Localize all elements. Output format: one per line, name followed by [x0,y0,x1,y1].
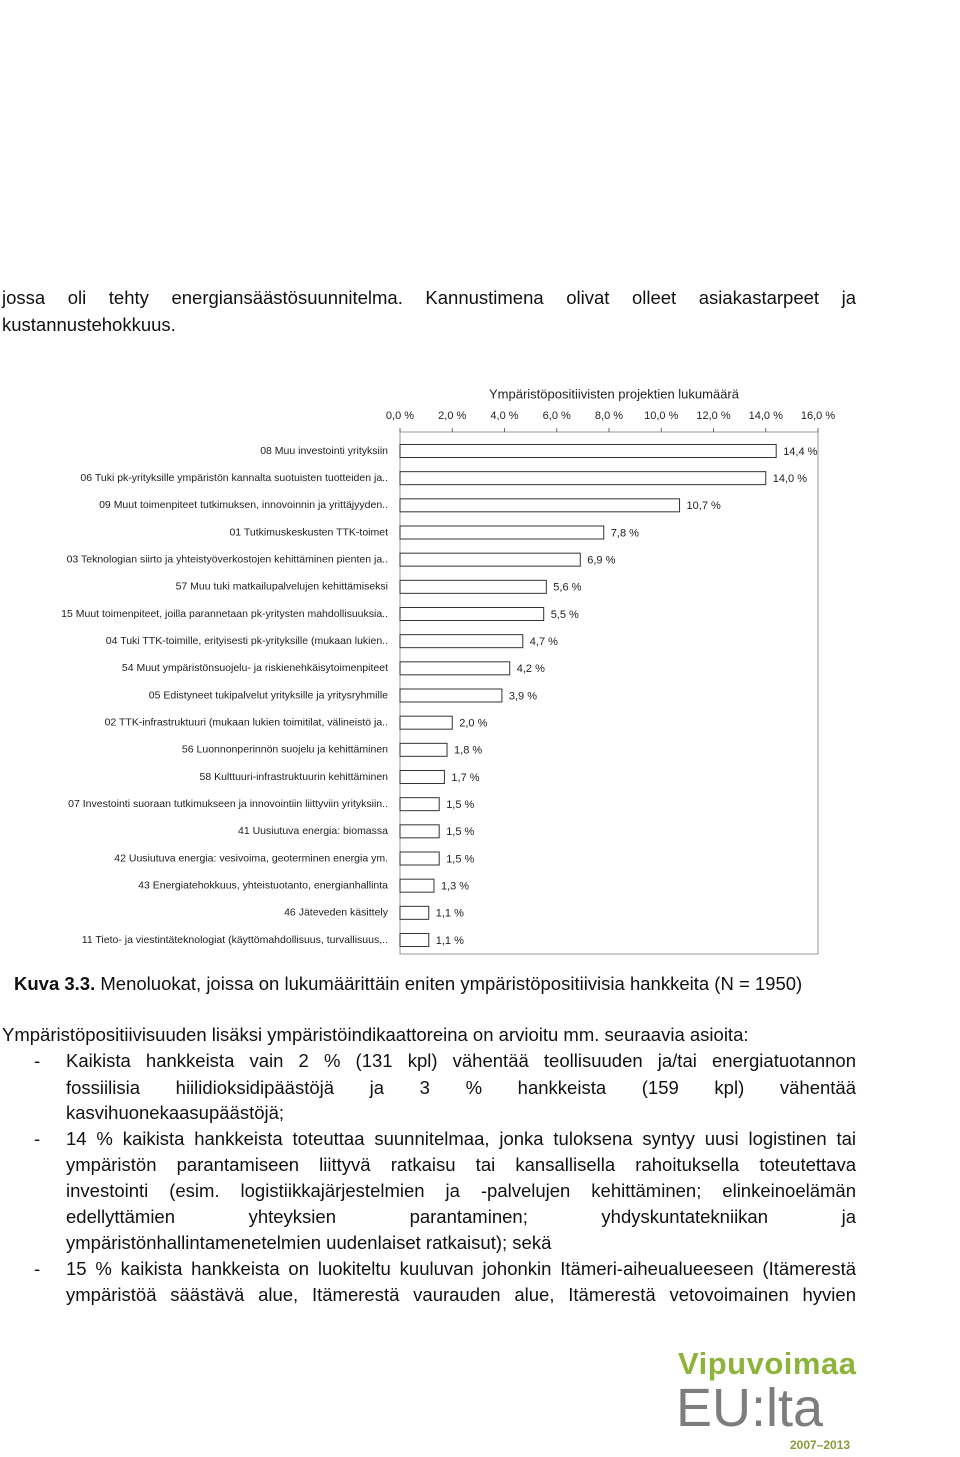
category-label: 41 Uusiutuva energia: biomassa [238,825,388,837]
value-label: 1,5 % [446,826,474,838]
category-label: 42 Uusiutuva energia: vesivoima, geoterm… [114,852,388,864]
bullet-marker: - [34,1050,41,1071]
value-label: 14,0 % [773,473,807,485]
value-label: 1,1 % [436,908,464,920]
bar [399,661,511,676]
x-tick-label: 6,0 % [543,410,571,422]
category-label: 08 Muu investointi yrityksiin [260,445,388,457]
intro-line: jossa oli tehty energiansäästösuunnitelm… [2,287,856,308]
category-label: 56 Luonnonperinnön suojelu ja kehittämin… [182,744,388,756]
bar [399,824,440,839]
category-label: 03 Teknologian siirto ja yhteistyöverkos… [67,553,388,565]
category-label: 07 Investointi suoraan tutkimukseen ja i… [68,798,388,810]
value-label: 5,5 % [551,609,579,621]
bar [399,688,503,703]
category-label: 58 Kulttuuri-infrastruktuurin kehittämin… [199,771,388,783]
bar [399,851,440,866]
paragraph: Ympäristöpositiivisuuden lisäksi ympäris… [2,1024,749,1045]
x-tick-label: 2,0 % [438,410,466,422]
bullet-line: ympäristöä säästävä alue, Itämerestä vau… [66,1284,856,1305]
category-label: 09 Muut toimenpiteet tutkimuksen, innovo… [99,499,388,511]
bar [399,770,445,784]
logo-years: 2007–2013 [790,1438,851,1452]
category-label: 15 Muut toimenpiteet, joilla parannetaan… [61,608,388,620]
bar [399,634,524,649]
bullet-line: ympäristön parantamiseen liittyvä ratkai… [66,1154,856,1175]
x-tick-label: 4,0 % [490,410,518,422]
bar [399,933,430,947]
value-label: 3,9 % [509,690,537,702]
bullet-line: 14 % kaikista hankkeista toteuttaa suunn… [66,1128,856,1149]
x-tick-label: 12,0 % [696,410,730,422]
bar [399,552,581,567]
bullet-line: Kaikista hankkeista vain 2 % (131 kpl) v… [66,1050,856,1071]
bar [399,498,681,513]
bar [399,579,547,594]
logo-name: Vipuvoimaa [678,1346,857,1381]
bar [399,607,545,621]
category-label: 04 Tuki TTK-toimille, erityisesti pk-yri… [106,635,388,647]
bar [399,444,777,458]
value-label: 1,8 % [454,745,482,757]
bullet-line: fossiilisia hiilidioksidipäästöjä ja 3 %… [66,1077,856,1098]
value-label: 7,8 % [611,527,639,539]
bar [399,471,767,486]
x-tick-label: 0,0 % [386,410,414,422]
caption: Kuva 3.3. Menoluokat, joissa on lukumäär… [14,972,802,996]
category-label: 43 Energiatehokkuus, yhteistuotanto, ene… [138,879,388,891]
value-label: 5,6 % [553,582,581,594]
bar [399,905,430,920]
value-label: 4,7 % [530,636,558,648]
value-label: 1,5 % [446,853,474,865]
value-label: 6,9 % [587,555,615,567]
value-label: 14,4 % [783,446,817,458]
x-tick-label: 16,0 % [801,410,835,422]
category-label: 46 Jäteveden käsittely [284,907,389,919]
chart-title: Ympäristöpositiivisten projektien lukumä… [489,386,740,401]
bullet-line: kasvihuonekaasupäästöjä; [66,1102,285,1123]
bullet-line: ympäristönhallintamenetelmien uudenlaise… [66,1232,552,1253]
x-tick-label: 14,0 % [749,410,783,422]
logo-sub: EU:lta [676,1378,824,1438]
bullet-marker: - [34,1258,41,1279]
bullet-line: edellyttämien yhteyksien parantaminen; y… [66,1206,856,1227]
bar [399,742,448,757]
category-label: 54 Muut ympäristönsuojelu- ja riskienehk… [122,662,388,674]
category-label: 05 Edistyneet tukipalvelut yrityksille j… [149,689,388,701]
caption-label: Kuva 3.3. [14,973,96,994]
bar [399,525,605,540]
value-label: 4,2 % [517,663,545,675]
category-label: 11 Tieto- ja viestintäteknologiat (käytt… [82,934,388,946]
x-tick-label: 8,0 % [595,410,623,422]
value-label: 1,1 % [436,935,464,947]
bar [399,715,453,730]
category-label: 57 Muu tuki matkailupalvelujen kehittämi… [176,581,388,593]
caption-text: Menoluokat, joissa on lukumäärittäin eni… [100,973,803,994]
category-label: 02 TTK-infrastruktuuri (mukaan lukien to… [105,716,388,728]
bar [399,797,440,812]
bar [399,878,435,893]
category-label: 01 Tutkimuskeskusten TTK-toimet [229,526,388,538]
bullet-line: investointi (esim. logistiikkajärjestelm… [66,1180,856,1201]
value-label: 1,3 % [441,881,469,893]
category-label: 06 Tuki pk-yrityksille ympäristön kannal… [80,472,388,484]
x-tick-label: 10,0 % [644,410,678,422]
intro-line: kustannustehokkuus. [2,314,176,335]
value-label: 1,5 % [446,799,474,811]
bullet-line: 15 % kaikista hankkeista on luokiteltu k… [66,1258,856,1279]
bullet-marker: - [34,1128,41,1149]
value-label: 2,0 % [459,718,487,730]
value-label: 1,7 % [451,772,479,784]
value-label: 10,7 % [687,500,721,512]
